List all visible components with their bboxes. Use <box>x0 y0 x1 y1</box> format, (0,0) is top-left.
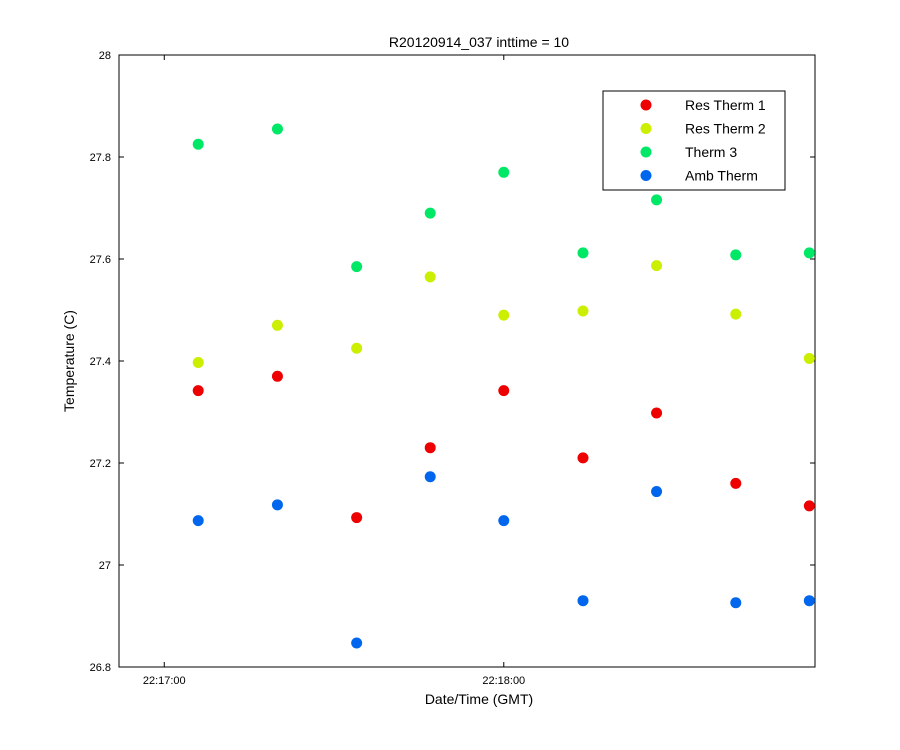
point-res-therm-2 <box>192 357 204 369</box>
point-therm-3 <box>498 166 510 178</box>
point-amb-therm <box>498 515 510 527</box>
legend: Res Therm 1 Res Therm 2 Therm 3 Amb Therm <box>602 90 786 191</box>
point-therm-3 <box>730 249 742 261</box>
y-tick-label: 27.2 <box>90 458 111 470</box>
legend-marker <box>640 146 652 158</box>
legend-box <box>602 90 786 191</box>
point-amb-therm <box>271 499 283 511</box>
y-tick-label: 28 <box>99 50 111 62</box>
point-amb-therm <box>192 515 204 527</box>
point-amb-therm <box>577 595 589 607</box>
point-amb-therm <box>803 595 815 607</box>
point-res-therm-2 <box>651 260 663 272</box>
point-res-therm-2 <box>803 352 815 364</box>
legend-label: Therm 3 <box>685 144 737 160</box>
point-amb-therm <box>730 597 742 609</box>
legend-label: Res Therm 2 <box>685 121 766 137</box>
point-res-therm-1 <box>424 442 436 454</box>
point-res-therm-2 <box>498 309 510 321</box>
legend-label: Res Therm 1 <box>685 97 766 113</box>
point-res-therm-1 <box>803 500 815 512</box>
point-therm-3 <box>271 123 283 135</box>
legend-marker <box>640 170 652 181</box>
point-therm-3 <box>651 194 663 206</box>
point-res-therm-2 <box>424 271 436 283</box>
point-amb-therm <box>651 486 663 498</box>
y-tick-label: 27 <box>99 560 111 572</box>
point-res-therm-2 <box>271 319 283 331</box>
y-tick-label: 26.8 <box>90 662 111 674</box>
point-therm-3 <box>351 261 363 273</box>
x-tick-label: 22:18:00 <box>482 675 525 687</box>
chart-title: R20120914_037 inttime = 10 <box>389 34 569 50</box>
point-therm-3 <box>577 247 589 259</box>
y-axis-label: Temperature (C) <box>61 310 77 412</box>
point-res-therm-1 <box>651 407 663 419</box>
x-axis: 22:17:00 22:18:00 <box>143 55 525 687</box>
x-axis-label: Date/Time (GMT) <box>425 691 533 707</box>
point-res-therm-1 <box>351 512 363 524</box>
x-tick-label: 22:17:00 <box>143 675 186 687</box>
point-res-therm-2 <box>577 305 589 317</box>
point-res-therm-1 <box>577 452 589 464</box>
point-amb-therm <box>424 471 436 483</box>
y-axis: 26.8 27 27.2 27.4 27.6 27.8 28 <box>90 50 815 674</box>
legend-marker <box>640 123 652 134</box>
point-res-therm-1 <box>271 370 283 382</box>
point-res-therm-2 <box>730 308 742 320</box>
point-therm-3 <box>192 138 204 150</box>
point-res-therm-1 <box>730 477 742 489</box>
y-tick-label: 27.8 <box>90 152 111 164</box>
point-res-therm-2 <box>351 342 363 354</box>
point-res-therm-1 <box>498 385 510 397</box>
point-res-therm-1 <box>192 385 204 397</box>
point-therm-3 <box>803 247 815 259</box>
y-tick-label: 27.6 <box>90 254 111 266</box>
legend-label: Amb Therm <box>685 168 758 184</box>
point-amb-therm <box>351 637 363 649</box>
y-tick-label: 27.4 <box>90 356 111 368</box>
data-points <box>192 123 815 649</box>
point-therm-3 <box>424 207 436 219</box>
legend-marker <box>640 99 652 111</box>
